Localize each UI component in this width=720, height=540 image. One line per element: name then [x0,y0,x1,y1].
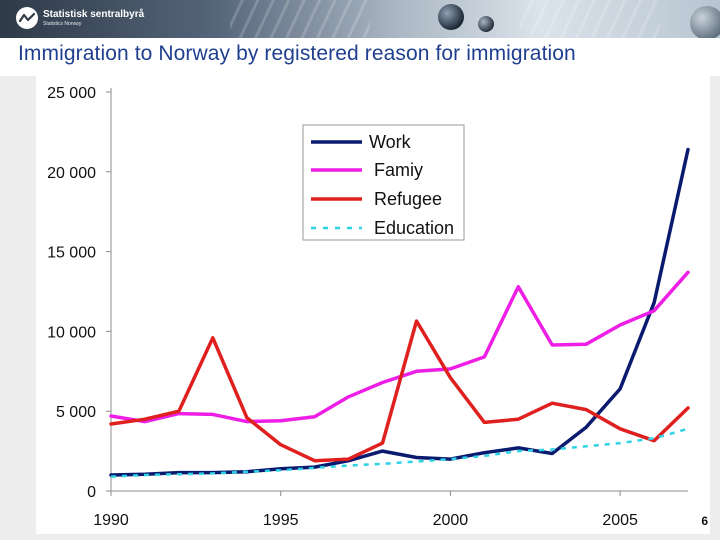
chart-axes: 0 5 000 10 000 15 000 20 000 25 000 1990 1995 20… [47,85,688,529]
page-number: 6 [701,514,708,528]
banner-decoration [438,4,464,30]
series-line-education [110,427,689,478]
logo[interactable]: Statistisk sentralbyrå Statistics Norway [16,7,144,29]
legend-label-work: Work [369,132,412,152]
x-tick-label: 1995 [263,512,299,529]
logo-name: Statistisk sentralbyrå [43,8,145,20]
series-line-work [109,147,690,477]
banner-decoration [230,0,370,38]
page-title: Immigration to Norway by registered reas… [18,42,576,65]
chart-series [109,147,690,478]
y-tick-label: 0 [87,484,96,501]
series-line-famiy [109,270,690,424]
banner-decoration [690,6,720,38]
chart-legend: Work Famiy Refugee Education [302,124,465,241]
header-banner: Statistisk sentralbyrå Statistics Norway [0,0,720,38]
logo-mark-icon [16,7,38,29]
y-tick-label: 20 000 [47,165,96,182]
legend-label-famiy: Famiy [374,160,423,180]
banner-decoration [478,16,494,32]
y-tick-label: 10 000 [47,324,96,341]
banner-decoration [520,0,660,38]
y-tick-label: 5 000 [56,404,96,421]
legend-label-education: Education [374,218,454,238]
series-line-refugee [109,319,690,463]
y-tick-label: 25 000 [47,85,96,102]
x-tick-label: 1990 [93,512,129,529]
logo-subtitle: Statistics Norway [43,20,82,27]
x-tick-label: 2005 [602,512,638,529]
x-tick-label: 2000 [433,512,469,529]
y-tick-label: 15 000 [47,245,96,262]
legend-label-refugee: Refugee [374,189,442,209]
legend-box [302,124,465,241]
